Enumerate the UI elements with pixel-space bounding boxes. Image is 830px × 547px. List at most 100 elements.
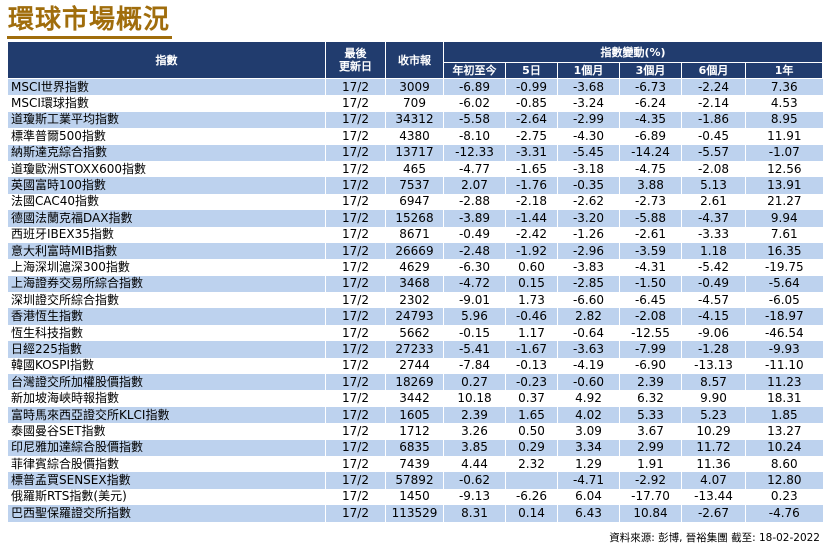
header-index: 指數	[7, 41, 326, 79]
header-last-update-line1: 最後	[344, 47, 367, 60]
cell-index-name: 意大利富時MIB指數	[7, 242, 326, 260]
cell-last-update: 17/2	[325, 423, 386, 440]
cell-1m-change: -3.68	[557, 78, 620, 96]
cell-1y-change: 13.27	[744, 423, 823, 440]
cell-1m-change: 4.92	[557, 390, 620, 407]
cell-1m-change: -3.24	[557, 95, 620, 112]
cell-1m-change: -4.71	[557, 472, 620, 489]
cell-3m-change: -4.35	[619, 111, 682, 129]
cell-last-update: 17/2	[325, 406, 386, 424]
cell-1y-change: 12.80	[744, 472, 823, 489]
cell-5d-change: 1.17	[505, 324, 558, 342]
cell-1y-change: -19.75	[744, 259, 823, 276]
cell-index-name: 德國法蘭克福DAX指數	[7, 210, 326, 227]
cell-1y-change: 8.60	[744, 455, 823, 473]
header-1m: 1個月	[557, 62, 620, 79]
cell-last-update: 17/2	[325, 210, 386, 227]
header-ytd: 年初至今	[443, 62, 506, 79]
cell-1y-change: 4.53	[744, 95, 823, 112]
cell-1y-change: 12.56	[744, 160, 823, 178]
cell-ytd-change: 3.85	[443, 439, 506, 456]
cell-last-update: 17/2	[325, 95, 386, 112]
cell-5d-change: 0.50	[505, 423, 558, 440]
cell-close-value: 24793	[385, 308, 444, 325]
cell-close-value: 5662	[385, 324, 444, 342]
cell-3m-change: -12.55	[619, 324, 682, 342]
table-row: MSCI世界指數 17/2 3009 -6.89 -0.99 -3.68 -6.73 -2.2…	[7, 78, 823, 96]
cell-index-name: MSCI環球指數	[7, 95, 326, 112]
cell-6m-change: 4.07	[681, 472, 746, 489]
cell-1m-change: -2.85	[557, 275, 620, 293]
cell-close-value: 34312	[385, 111, 444, 129]
cell-index-name: 標普孟買SENSEX指數	[7, 472, 326, 489]
cell-last-update: 17/2	[325, 78, 386, 96]
cell-6m-change: 5.13	[681, 177, 746, 194]
cell-5d-change: -1.67	[505, 341, 558, 358]
cell-6m-change: 9.90	[681, 390, 746, 407]
cell-3m-change: 2.99	[619, 439, 682, 456]
cell-last-update: 17/2	[325, 341, 386, 358]
cell-1m-change: -0.35	[557, 177, 620, 194]
header-5d: 5日	[505, 62, 558, 79]
cell-last-update: 17/2	[325, 128, 386, 145]
cell-close-value: 1605	[385, 406, 444, 424]
cell-5d-change: 0.60	[505, 259, 558, 276]
cell-ytd-change: -2.88	[443, 193, 506, 211]
cell-close-value: 7439	[385, 455, 444, 473]
cell-5d-change: -0.85	[505, 95, 558, 112]
cell-1y-change: -4.76	[744, 505, 823, 522]
cell-5d-change: 2.32	[505, 455, 558, 473]
cell-close-value: 7537	[385, 177, 444, 194]
cell-close-value: 3442	[385, 390, 444, 407]
cell-1y-change: 1.85	[744, 406, 823, 424]
cell-index-name: 英國富時100指數	[7, 177, 326, 194]
cell-close-value: 3009	[385, 78, 444, 96]
cell-ytd-change: -9.13	[443, 488, 506, 506]
cell-5d-change	[505, 472, 558, 489]
cell-close-value: 2744	[385, 357, 444, 375]
cell-close-value: 6835	[385, 439, 444, 456]
cell-5d-change: -3.31	[505, 144, 558, 161]
cell-5d-change: -1.44	[505, 210, 558, 227]
cell-3m-change: -3.59	[619, 242, 682, 260]
cell-6m-change: -0.49	[681, 275, 746, 293]
cell-index-name: 新加坡海峽時報指數	[7, 390, 326, 407]
cell-ytd-change: 0.27	[443, 374, 506, 391]
table-row: 德國法蘭克福DAX指數 17/2 15268 -3.89 -1.44 -3.20 -5.88…	[7, 210, 823, 227]
cell-1m-change: -2.62	[557, 193, 620, 211]
cell-1y-change: -9.93	[744, 341, 823, 358]
cell-3m-change: 10.84	[619, 505, 682, 522]
cell-1y-change: 11.23	[744, 374, 823, 391]
table-row: 標普孟買SENSEX指數 17/2 57892 -0.62 -4.71 -2.92 4.07…	[7, 472, 823, 489]
cell-index-name: 菲律賓綜合股價指數	[7, 455, 326, 473]
cell-index-name: 香港恆生指數	[7, 308, 326, 325]
cell-3m-change: -4.75	[619, 160, 682, 178]
cell-ytd-change: -2.48	[443, 242, 506, 260]
cell-last-update: 17/2	[325, 374, 386, 391]
table-row: 韓國KOSPI指數 17/2 2744 -7.84 -0.13 -4.19 -6.90 -13…	[7, 357, 823, 375]
cell-1m-change: -6.60	[557, 292, 620, 309]
cell-last-update: 17/2	[325, 324, 386, 342]
cell-1y-change: 9.94	[744, 210, 823, 227]
cell-close-value: 4629	[385, 259, 444, 276]
cell-5d-change: -2.75	[505, 128, 558, 145]
table-row: 西班牙IBEX35指數 17/2 8671 -0.49 -2.42 -1.26 -2.61-…	[7, 226, 823, 243]
cell-5d-change: 0.29	[505, 439, 558, 456]
cell-close-value: 1712	[385, 423, 444, 440]
table-row: 富時馬來西亞證交所KLCI指數 17/2 1605 2.39 1.65 4.02 5.33 5…	[7, 406, 823, 424]
cell-index-name: 富時馬來西亞證交所KLCI指數	[7, 406, 326, 424]
cell-3m-change: 1.91	[619, 455, 682, 473]
cell-3m-change: -14.24	[619, 144, 682, 161]
cell-ytd-change: -8.10	[443, 128, 506, 145]
cell-1y-change: -18.97	[744, 308, 823, 325]
cell-last-update: 17/2	[325, 275, 386, 293]
cell-ytd-change: -0.62	[443, 472, 506, 489]
cell-1y-change: 10.24	[744, 439, 823, 456]
cell-3m-change: 6.32	[619, 390, 682, 407]
cell-6m-change: -3.33	[681, 226, 746, 243]
cell-5d-change: 1.65	[505, 406, 558, 424]
cell-1m-change: 6.04	[557, 488, 620, 506]
table-row: 巴西聖保羅證交所指數 17/2 113529 8.31 0.14 6.43 10.84 -2.…	[7, 505, 823, 522]
table-row: 香港恆生指數 17/2 24793 5.96 -0.46 2.82 -2.08 -4.15 -1…	[7, 308, 823, 325]
cell-3m-change: -5.88	[619, 210, 682, 227]
